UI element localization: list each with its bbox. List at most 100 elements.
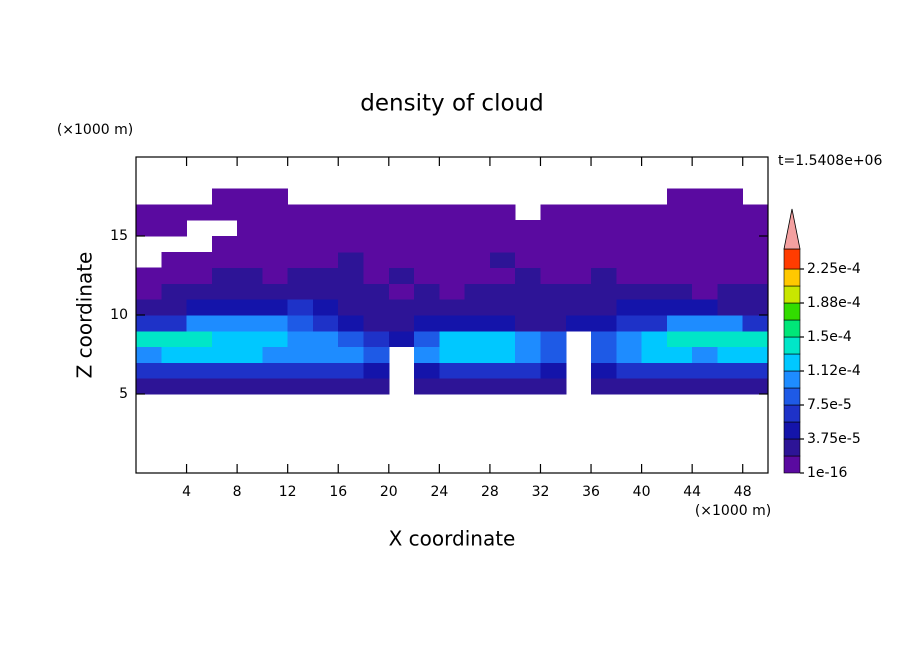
contour-cell xyxy=(136,267,162,284)
chart-title: density of cloud xyxy=(360,91,543,117)
contour-cell xyxy=(692,251,718,269)
colorbar-box xyxy=(783,455,801,474)
colorbar-tick-label: 1.88e-4 xyxy=(807,295,861,311)
contour-cell xyxy=(237,188,263,205)
contour-cell xyxy=(515,283,541,300)
colorbar-box xyxy=(783,302,801,321)
contour-cell xyxy=(237,378,263,395)
contour-cell xyxy=(388,204,415,221)
contour-cell xyxy=(666,283,693,300)
contour-cell xyxy=(262,236,289,253)
contour-cell xyxy=(439,378,466,395)
contour-cell xyxy=(717,346,744,363)
contour-cell xyxy=(666,204,693,221)
contour-cell xyxy=(515,220,541,237)
contour-cell xyxy=(515,299,541,316)
contour-cell xyxy=(287,236,314,253)
contour-cell xyxy=(363,346,390,363)
y-tick-label: 15 xyxy=(110,228,128,244)
contour-cell xyxy=(388,220,415,237)
contour-cell xyxy=(287,315,314,332)
contour-cell xyxy=(515,251,541,269)
contour-cell xyxy=(211,236,238,253)
contour-cell xyxy=(616,251,643,269)
contour-cell xyxy=(489,299,516,316)
contour-cell xyxy=(388,283,415,300)
contour-cell xyxy=(136,346,162,363)
contour-cell xyxy=(414,330,440,348)
contour-cell xyxy=(616,220,643,237)
colorbar-box xyxy=(783,404,801,423)
colorbar-box xyxy=(783,438,801,457)
contour-cell xyxy=(565,299,592,316)
contour-cell xyxy=(287,251,314,269)
contour-cell xyxy=(666,299,693,316)
contour-cell xyxy=(565,283,592,300)
contour-cell xyxy=(388,236,415,253)
contour-cell xyxy=(540,330,567,348)
contour-cell xyxy=(616,315,643,332)
colorbar-tick-label: 1.5e-4 xyxy=(807,329,852,345)
contour-cell xyxy=(641,220,668,237)
contour-cell xyxy=(540,378,567,395)
x-tick-label: 48 xyxy=(734,484,752,500)
contour-cell xyxy=(211,362,238,379)
contour-cell xyxy=(742,267,769,284)
contour-cell xyxy=(692,267,718,284)
contour-cell xyxy=(262,315,289,332)
contour-cell xyxy=(641,378,668,395)
contour-cell xyxy=(692,188,718,205)
contour-cell xyxy=(312,362,339,379)
contour-cell xyxy=(186,299,213,316)
contour-cell xyxy=(616,330,643,348)
contour-cell xyxy=(439,236,466,253)
contour-cell xyxy=(414,346,440,363)
contour-cell xyxy=(312,378,339,395)
x-tick-label: 20 xyxy=(380,484,398,500)
contour-cell xyxy=(414,378,440,395)
contour-cell xyxy=(464,299,491,316)
contour-cell xyxy=(439,220,466,237)
colorbar-box xyxy=(783,268,801,287)
contour-cell xyxy=(312,204,339,221)
contour-cell xyxy=(161,378,188,395)
contour-cell xyxy=(237,204,263,221)
contour-cell xyxy=(262,362,289,379)
contour-cell xyxy=(565,315,592,332)
x-tick-label: 40 xyxy=(633,484,651,500)
contour-cell xyxy=(489,330,516,348)
contour-cell xyxy=(338,362,365,379)
contour-cell xyxy=(312,299,339,316)
contour-cell xyxy=(717,267,744,284)
contour-cell xyxy=(287,346,314,363)
contour-cell xyxy=(717,378,744,395)
contour-cell xyxy=(591,346,617,363)
contour-cell xyxy=(363,283,390,300)
contour-cell xyxy=(388,330,415,348)
colorbar-tick-label: 3.75e-5 xyxy=(807,431,861,447)
colorbar-box xyxy=(783,248,801,270)
contour-cell xyxy=(186,251,213,269)
contour-cell xyxy=(237,236,263,253)
colorbar-box xyxy=(783,285,801,304)
y-unit: (×1000 m) xyxy=(57,122,133,138)
contour-cell xyxy=(489,283,516,300)
contour-cell xyxy=(363,378,390,395)
contour-cell xyxy=(287,299,314,316)
contour-cell xyxy=(186,330,213,348)
contour-cell xyxy=(161,283,188,300)
contour-cell xyxy=(742,236,769,253)
contour-cell xyxy=(742,299,769,316)
contour-cell xyxy=(666,330,693,348)
contour-cell xyxy=(565,220,592,237)
contour-cell xyxy=(161,330,188,348)
contour-field xyxy=(136,188,769,395)
contour-cell xyxy=(136,299,162,316)
time-label: t=1.5408e+06 xyxy=(778,153,882,169)
contour-cell xyxy=(565,267,592,284)
contour-cell xyxy=(641,204,668,221)
y-tick-label: 10 xyxy=(110,307,128,323)
contour-cell xyxy=(641,251,668,269)
contour-cell xyxy=(211,251,238,269)
contour-cell xyxy=(237,220,263,237)
